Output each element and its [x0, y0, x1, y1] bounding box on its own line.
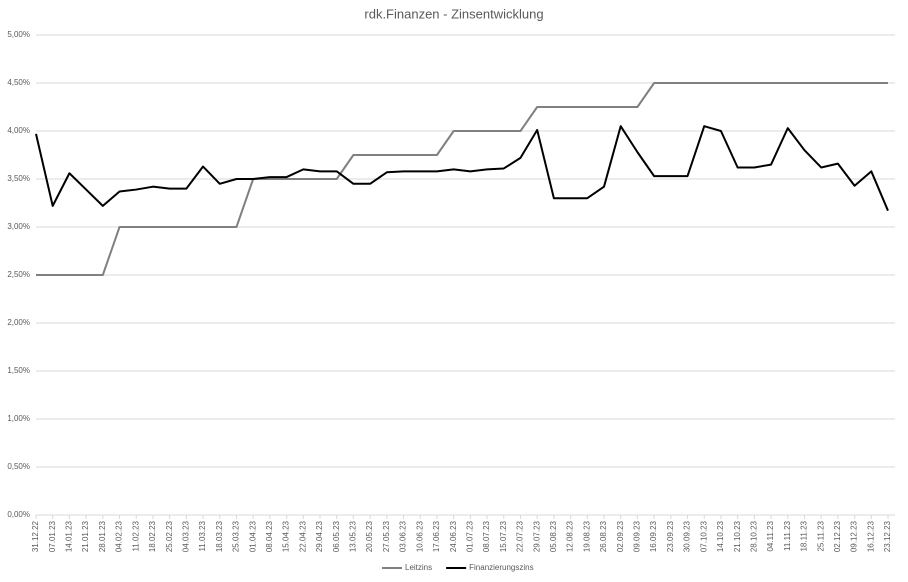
x-tick-label: 23.09.23 [666, 520, 675, 552]
x-tick-label: 08.04.23 [265, 520, 274, 552]
x-tick-label: 18.03.23 [215, 520, 224, 552]
y-tick-label: 1,00% [7, 414, 30, 423]
x-tick-label: 15.07.23 [499, 520, 508, 552]
x-tick-label: 27.05.23 [382, 520, 391, 552]
x-tick-label: 04.03.23 [181, 520, 190, 552]
x-tick-label: 07.01.23 [48, 520, 57, 552]
x-tick-label: 01.07.23 [465, 520, 474, 552]
x-tick-label: 30.09.23 [683, 520, 692, 552]
x-tick-label: 04.11.23 [766, 520, 775, 551]
legend-label: Leitzins [405, 563, 432, 572]
x-tick-label: 11.02.23 [131, 520, 140, 551]
x-tick-label: 31.12.22 [31, 520, 40, 552]
y-tick-label: 5,00% [7, 30, 30, 39]
x-tick-label: 22.04.23 [298, 520, 307, 552]
x-tick-label: 11.03.23 [198, 520, 207, 551]
x-tick-label: 29.07.23 [532, 520, 541, 552]
x-tick-label: 18.11.23 [800, 520, 809, 551]
x-tick-label: 20.05.23 [365, 520, 374, 552]
x-tick-label: 24.06.23 [449, 520, 458, 552]
y-tick-label: 4,50% [7, 78, 30, 87]
x-tick-label: 26.08.23 [599, 520, 608, 552]
x-tick-label: 13.05.23 [349, 520, 358, 552]
series-line [35, 125, 889, 212]
x-tick-label: 19.08.23 [582, 520, 591, 552]
x-tick-label: 08.07.23 [482, 520, 491, 552]
x-tick-label: 09.12.23 [850, 520, 859, 552]
x-tick-label: 16.12.23 [866, 520, 875, 552]
x-tick-label: 02.09.23 [616, 520, 625, 552]
y-tick-label: 2,50% [7, 270, 30, 279]
x-tick-label: 23.12.23 [883, 520, 892, 552]
series-line [36, 82, 888, 276]
y-tick-label: 2,00% [7, 318, 30, 327]
y-tick-label: 1,50% [7, 366, 30, 375]
x-tick-label: 11.11.23 [783, 520, 792, 551]
x-tick-label: 28.10.23 [749, 520, 758, 552]
x-tick-label: 29.04.23 [315, 520, 324, 552]
x-tick-label: 07.10.23 [699, 520, 708, 552]
y-tick-label: 4,00% [7, 126, 30, 135]
x-tick-label: 01.04.23 [248, 520, 257, 552]
x-tick-label: 10.06.23 [415, 520, 424, 552]
x-tick-label: 28.01.23 [98, 520, 107, 552]
y-tick-label: 0,50% [7, 462, 30, 471]
x-tick-label: 12.08.23 [566, 520, 575, 552]
x-tick-label: 15.04.23 [282, 520, 291, 552]
x-tick-label: 16.09.23 [649, 520, 658, 552]
x-tick-label: 17.06.23 [432, 520, 441, 552]
x-tick-label: 25.11.23 [816, 520, 825, 551]
x-tick-label: 14.01.23 [65, 520, 74, 552]
x-tick-label: 09.09.23 [633, 520, 642, 552]
x-tick-label: 05.08.23 [549, 520, 558, 552]
y-tick-label: 3,50% [7, 174, 30, 183]
chart-title: rdk.Finanzen - Zinsentwicklung [364, 6, 543, 21]
x-tick-label: 03.06.23 [399, 520, 408, 552]
x-tick-label: 04.02.23 [115, 520, 124, 552]
legend-label: Finanzierungszins [469, 563, 533, 572]
x-tick-label: 14.10.23 [716, 520, 725, 552]
x-tick-label: 22.07.23 [516, 520, 525, 552]
x-tick-label: 25.03.23 [232, 520, 241, 552]
x-tick-label: 18.02.23 [148, 520, 157, 552]
x-tick-label: 02.12.23 [833, 520, 842, 552]
x-tick-label: 21.01.23 [81, 520, 90, 552]
y-tick-label: 3,00% [7, 222, 30, 231]
y-tick-label: 0,00% [7, 510, 30, 519]
x-tick-label: 06.05.23 [332, 520, 341, 552]
x-tick-label: 25.02.23 [165, 520, 174, 552]
x-tick-label: 21.10.23 [733, 520, 742, 552]
